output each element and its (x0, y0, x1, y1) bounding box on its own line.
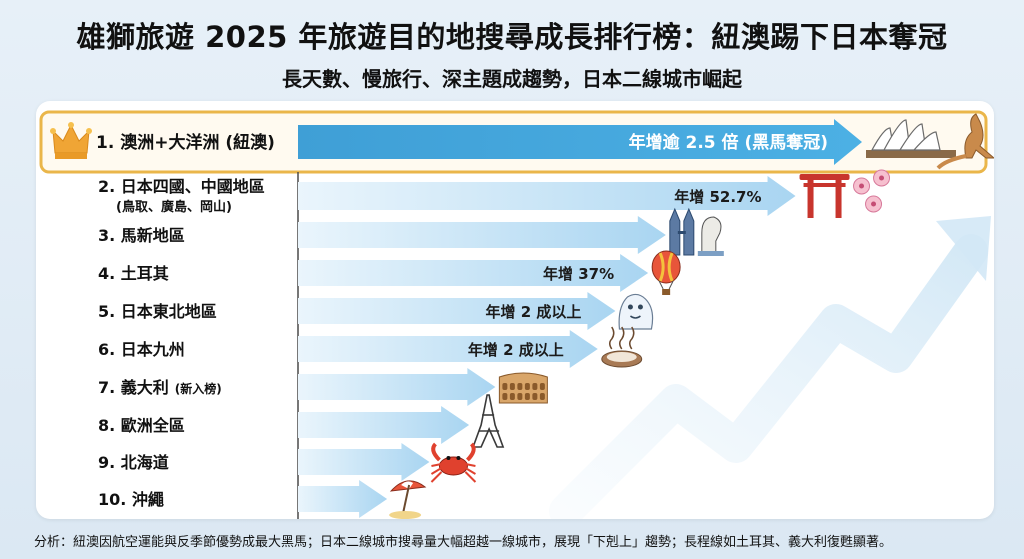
annotation-rank-5: 年增 2 成以上 (486, 303, 582, 321)
beach-umbrella-icon (389, 480, 427, 519)
bar-rank-5 (298, 292, 616, 330)
ranking-chart: 1. 澳洲+大洋洲 (紐澳) 2. 日本四國、中國地區 (鳥取、廣島、岡山) 3. 馬… (39, 110, 994, 519)
bar-rank-4 (298, 254, 649, 292)
crown-icon (50, 122, 92, 159)
bar-rank-8 (298, 406, 470, 444)
category-label-rank-6: 6. 日本九州 (98, 340, 185, 359)
bar-group (298, 119, 862, 518)
category-note-rank-7: (新入榜) (175, 381, 222, 396)
petronas-towers-merlion-icon (669, 207, 724, 256)
category-label-rank-7: 7. 義大利 (新入榜) (98, 378, 222, 397)
eiffel-tower-icon (471, 394, 505, 448)
bar-rank-1 (298, 119, 862, 165)
torii-gate-sakura-icon (799, 169, 891, 218)
category-label-rank-2: 2. 日本四國、中國地區 (98, 177, 265, 196)
bar-rank-2 (298, 176, 796, 216)
annotation-rank-4: 年增 37% (543, 265, 614, 283)
category-label-rank-4: 4. 土耳其 (98, 264, 169, 283)
page-subtitle: 長天數、慢旅行、深主題成趨勢，日本二線城市崛起 (282, 67, 742, 91)
icon-group (389, 113, 994, 519)
snow-monster-icon (618, 293, 654, 330)
chart-panel: 1. 澳洲+大洋洲 (紐澳) 2. 日本四國、中國地區 (鳥取、廣島、岡山) 3. 馬… (36, 101, 994, 519)
sydney-opera-house-kangaroo-icon (866, 113, 994, 170)
trend-arrow-background (549, 216, 991, 519)
bar-rank-7 (298, 368, 496, 406)
hot-spring-icon (601, 326, 643, 368)
category-label-group: 1. 澳洲+大洋洲 (紐澳) 2. 日本四國、中國地區 (鳥取、廣島、岡山) 3. 馬… (96, 132, 275, 509)
category-label-rank-1: 1. 澳洲+大洋洲 (紐澳) (96, 132, 275, 153)
bar-rank-6 (298, 330, 598, 368)
crab-icon (430, 442, 477, 483)
annotation-rank-1: 年增逾 2.5 倍 (黑馬奪冠) (629, 132, 828, 153)
bar-rank-9 (298, 443, 430, 481)
category-sublabel-rank-2: (鳥取、廣島、岡山) (116, 199, 232, 215)
annotation-rank-6: 年增 2 成以上 (468, 341, 564, 359)
hot-air-balloon-icon (651, 250, 681, 295)
bar-rank-10 (298, 480, 388, 518)
analysis-footnote: 分析：紐澳因航空運能與反季節優勢成最大黑馬；日本二線城市搜尋量大幅超越一線城市，… (34, 535, 893, 550)
bar-rank-3 (298, 216, 666, 254)
annotation-group: 年增逾 2.5 倍 (黑馬奪冠)年增 52.7%年增 37%年增 2 成以上年增… (468, 132, 828, 359)
category-label-rank-10: 10. 沖繩 (98, 490, 164, 509)
category-label-rank-5: 5. 日本東北地區 (98, 302, 217, 321)
category-label-rank-9: 9. 北海道 (98, 453, 169, 472)
colosseum-icon (498, 372, 548, 404)
annotation-rank-2: 年增 52.7% (674, 188, 761, 206)
page-title: 雄獅旅遊 2025 年旅遊目的地搜尋成長排行榜：紐澳踢下日本奪冠 (76, 20, 948, 54)
category-label-rank-8: 8. 歐洲全區 (98, 416, 185, 435)
category-label-rank-3: 3. 馬新地區 (98, 226, 185, 245)
